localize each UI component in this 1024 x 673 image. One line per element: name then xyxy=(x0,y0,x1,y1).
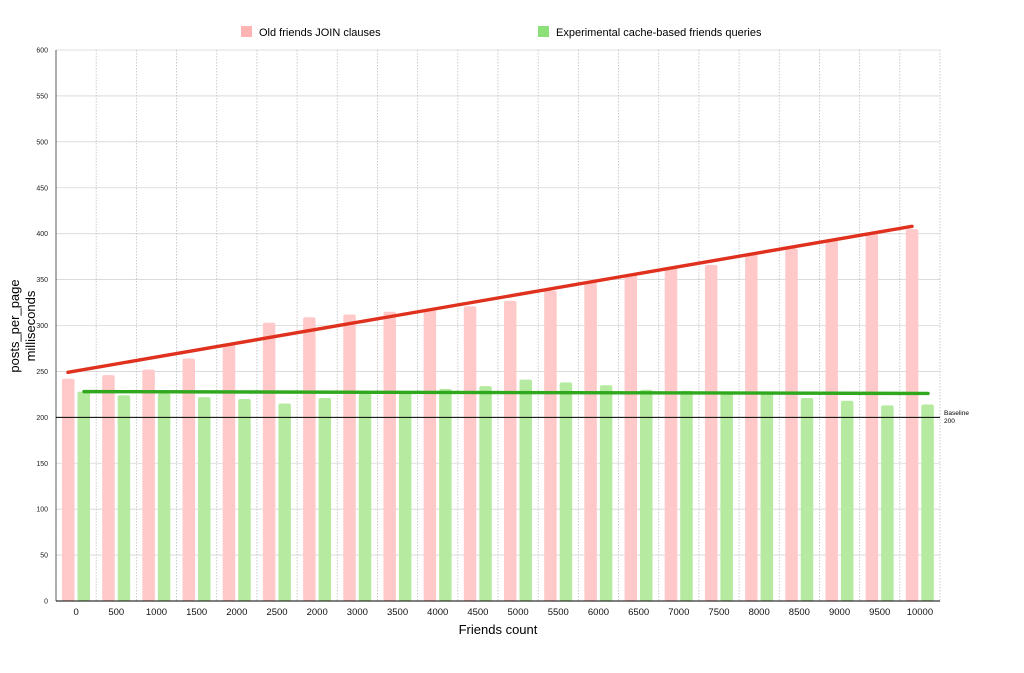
grid xyxy=(55,49,941,601)
x-tick-label: 500 xyxy=(108,607,124,618)
bar-experimental-cache xyxy=(358,393,372,601)
bar-experimental-cache xyxy=(800,398,814,601)
y-tick-label: 150 xyxy=(36,461,48,468)
x-tick-label: 10000 xyxy=(907,607,933,618)
bar-old-join xyxy=(343,314,356,601)
bar-old-join xyxy=(504,300,517,601)
x-tick-label: 2000 xyxy=(307,607,328,618)
bar-experimental-cache xyxy=(398,393,412,601)
bar-old-join xyxy=(905,229,919,601)
legend-swatch-experimental xyxy=(538,26,549,37)
bar-experimental-cache xyxy=(840,400,854,601)
x-tick-label: 0 xyxy=(73,607,78,618)
y-tick-label: 100 xyxy=(36,507,48,514)
bar-experimental-cache xyxy=(921,404,934,601)
x-axis-title: Friends count xyxy=(459,622,538,637)
bar-old-join xyxy=(102,375,115,601)
bar-old-join xyxy=(62,378,75,601)
bar-old-join xyxy=(624,274,638,601)
bar-experimental-cache xyxy=(318,398,332,601)
y-tick-label: 350 xyxy=(36,277,48,284)
x-tick-label: 3000 xyxy=(347,607,368,618)
x-tick-label: 8500 xyxy=(789,607,810,618)
bar-old-join xyxy=(584,281,597,601)
x-tick-label: 6000 xyxy=(588,607,609,618)
y-tick-label: 0 xyxy=(44,599,48,606)
y-tick-label: 50 xyxy=(40,553,48,560)
y-tick-label: 450 xyxy=(36,185,48,192)
bar-old-join xyxy=(383,311,396,601)
y-tick-label: 250 xyxy=(36,369,48,376)
x-tick-label: 5000 xyxy=(508,607,529,618)
x-tick-labels: 0 500 1000 1500 2000 2500 2000 3000 3500 4000 4500… xyxy=(73,607,933,618)
bar-experimental-cache xyxy=(479,386,492,601)
bar-experimental-cache xyxy=(760,393,774,601)
x-tick-label: 1000 xyxy=(146,607,167,618)
bar-old-join xyxy=(463,306,477,601)
bar-experimental-cache xyxy=(439,388,452,601)
bar-old-join xyxy=(182,358,196,601)
bar-old-join xyxy=(785,248,798,602)
bar-old-join xyxy=(423,308,437,601)
bars xyxy=(62,229,934,602)
y-tick-label: 200 xyxy=(36,415,48,422)
x-tick-label: 2500 xyxy=(266,607,287,618)
axes xyxy=(55,50,940,602)
bar-experimental-cache xyxy=(238,398,251,601)
bar-experimental-cache xyxy=(559,382,573,601)
bar-experimental-cache xyxy=(640,389,653,601)
legend-label-experimental: Experimental cache-based friends queries xyxy=(556,27,762,39)
y-axis-title: posts_per_page xyxy=(7,279,22,372)
bar-old-join xyxy=(222,343,236,601)
x-tick-label: 5500 xyxy=(548,607,569,618)
x-tick-label: 1500 xyxy=(186,607,207,618)
bar-experimental-cache xyxy=(117,395,131,601)
bar-old-join xyxy=(825,239,838,601)
x-tick-label: 9500 xyxy=(869,607,890,618)
bar-old-join xyxy=(664,267,678,601)
y-tick-label: 300 xyxy=(36,323,48,330)
x-tick-label: 4000 xyxy=(427,607,448,618)
y-tick-label: 600 xyxy=(36,48,48,55)
bar-experimental-cache xyxy=(519,379,532,601)
bar-experimental-cache xyxy=(157,393,171,601)
bar-old-join xyxy=(544,290,557,601)
x-tick-label: 6500 xyxy=(628,607,649,618)
legend: Old friends JOIN clauses Experimental ca… xyxy=(241,26,762,39)
legend-swatch-old xyxy=(241,26,252,37)
bar-old-join xyxy=(745,253,758,601)
bar-old-join xyxy=(704,264,718,601)
y-axis-subtitle: milliseconds xyxy=(23,290,38,361)
bar-experimental-cache xyxy=(198,397,211,601)
bar-experimental-cache xyxy=(599,385,613,601)
baseline-label: Baseline xyxy=(944,410,969,417)
bar-old-join xyxy=(142,369,155,601)
x-tick-label: 9000 xyxy=(829,607,850,618)
legend-label-old: Old friends JOIN clauses xyxy=(259,27,381,39)
y-tick-label: 500 xyxy=(36,139,48,146)
y-tick-label: 550 xyxy=(36,93,48,100)
x-tick-label: 3500 xyxy=(387,607,408,618)
bar-old-join xyxy=(262,322,276,601)
bar-experimental-cache xyxy=(680,390,693,601)
bar-experimental-cache xyxy=(278,403,291,601)
bar-experimental-cache xyxy=(881,405,894,601)
trendlines xyxy=(66,224,930,396)
bar-experimental-cache xyxy=(720,393,733,601)
trendline-old-join xyxy=(66,224,914,375)
x-tick-label: 2000 xyxy=(226,607,247,618)
x-tick-label: 8000 xyxy=(749,607,770,618)
trendline-experimental-cache xyxy=(82,389,930,396)
x-tick-label: 4500 xyxy=(467,607,488,618)
bar-experimental-cache xyxy=(77,391,90,601)
x-tick-label: 7500 xyxy=(708,607,729,618)
x-tick-label: 7000 xyxy=(668,607,689,618)
y-tick-label: 400 xyxy=(36,231,48,238)
baseline-value-label: 200 xyxy=(944,418,955,425)
bar-old-join xyxy=(303,317,316,601)
y-tick-labels: 0 50 100 150 200 250 300 350 400 450 500 550 600 xyxy=(36,48,48,606)
